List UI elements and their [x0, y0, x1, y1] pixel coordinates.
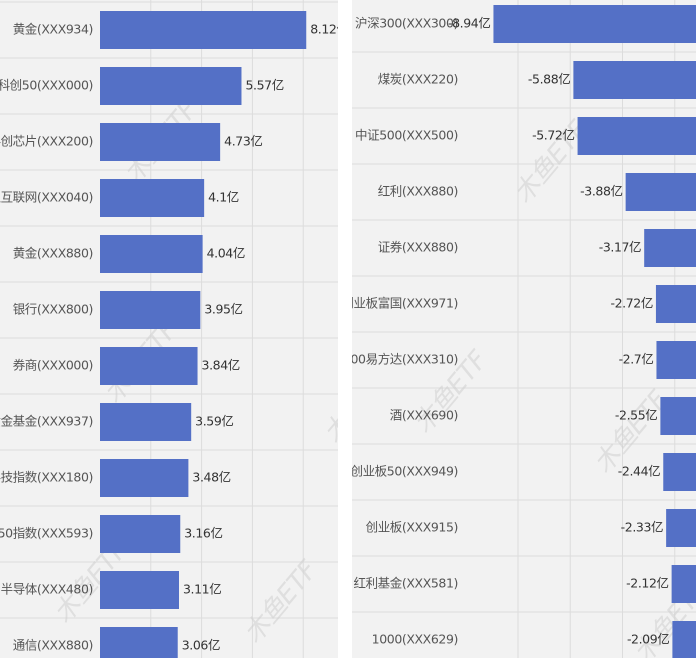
- category-label: 1000(XXX629): [372, 632, 458, 647]
- value-label: -2.55亿: [615, 408, 657, 423]
- category-label: 红利基金(XXX581): [353, 576, 458, 591]
- category-label: 通互联网(XXX040): [0, 190, 93, 205]
- category-label: A50指数(XXX593): [0, 526, 93, 541]
- value-label: 5.57亿: [245, 78, 283, 93]
- value-label: -3.17亿: [599, 240, 641, 255]
- bar: [100, 403, 192, 441]
- category-label: 科技指数(XXX180): [0, 470, 93, 485]
- category-label: 黄金(XXX880): [13, 246, 93, 261]
- category-label: 红利(XXX880): [378, 184, 458, 199]
- bar: [100, 67, 242, 105]
- bar: [573, 61, 696, 99]
- value-label: 3.11亿: [183, 582, 221, 597]
- value-label: 3.16亿: [184, 526, 222, 541]
- value-label: -2.12亿: [626, 576, 668, 591]
- category-label: 沪深300(XXX300): [355, 16, 458, 31]
- bar: [663, 453, 696, 491]
- category-label: 券商(XXX000): [13, 358, 93, 373]
- category-label: 半导体(XXX480): [1, 582, 93, 597]
- bar: [671, 565, 696, 603]
- value-label: -2.7亿: [619, 352, 654, 367]
- value-label: 4.1亿: [208, 190, 239, 205]
- category-label: 300易方达(XXX310): [343, 352, 458, 367]
- value-label: -5.72亿: [532, 128, 574, 143]
- value-label: -8.94亿: [448, 16, 490, 31]
- category-label: 科创50(XXX000): [0, 78, 93, 93]
- value-label: -2.44亿: [618, 464, 660, 479]
- value-label: -2.72亿: [610, 296, 652, 311]
- value-label: -2.33亿: [621, 520, 663, 535]
- value-label: -2.09亿: [627, 632, 669, 647]
- value-label: -5.88亿: [528, 72, 570, 87]
- category-label: 银行(XXX800): [13, 302, 93, 317]
- value-label: 3.95亿: [204, 302, 242, 317]
- value-label: 8.12亿: [310, 22, 348, 37]
- bar: [493, 5, 696, 43]
- value-label: 3.48亿: [192, 470, 230, 485]
- bar: [672, 621, 696, 658]
- category-label: 黄金基金(XXX937): [0, 414, 93, 429]
- category-label: 煤炭(XXX220): [378, 72, 458, 87]
- bar: [625, 173, 696, 211]
- value-label: 3.59亿: [195, 414, 233, 429]
- category-label: 创业板富国(XXX971): [341, 296, 458, 311]
- bar: [100, 291, 201, 329]
- bar: [656, 341, 696, 379]
- category-label: 黄金(XXX934): [13, 22, 93, 37]
- value-label: 4.73亿: [224, 134, 262, 149]
- category-label: 科创芯片(XXX200): [0, 134, 93, 149]
- value-label: -3.88亿: [580, 184, 622, 199]
- value-label: 3.06亿: [182, 638, 220, 653]
- bar: [100, 11, 307, 49]
- bar: [100, 515, 181, 553]
- bar: [100, 235, 203, 273]
- panel-background: [352, 0, 696, 658]
- category-label: 中证500(XXX500): [355, 128, 458, 143]
- bar: [100, 123, 221, 161]
- bar: [100, 347, 198, 385]
- bar: [666, 509, 696, 547]
- bar: [660, 397, 696, 435]
- bar: [100, 627, 178, 658]
- bar: [644, 229, 696, 267]
- category-label: 创业板(XXX915): [366, 520, 458, 535]
- value-label: 4.04亿: [207, 246, 245, 261]
- bar: [100, 571, 179, 609]
- category-label: 通信(XXX880): [13, 638, 93, 653]
- left-chart: 木鱼ETF木鱼ETF木鱼ETF木鱼ETF木鱼ETF黄金(XXX934)8.12亿…: [0, 0, 348, 658]
- value-label: 3.84亿: [202, 358, 240, 373]
- category-label: 酒(XXX690): [390, 408, 458, 423]
- bar: [100, 459, 189, 497]
- category-label: 证券(XXX880): [378, 240, 458, 255]
- bar: [655, 285, 696, 323]
- category-label: 创业板50(XXX949): [350, 464, 458, 479]
- bar: [577, 117, 696, 155]
- bar: [100, 179, 205, 217]
